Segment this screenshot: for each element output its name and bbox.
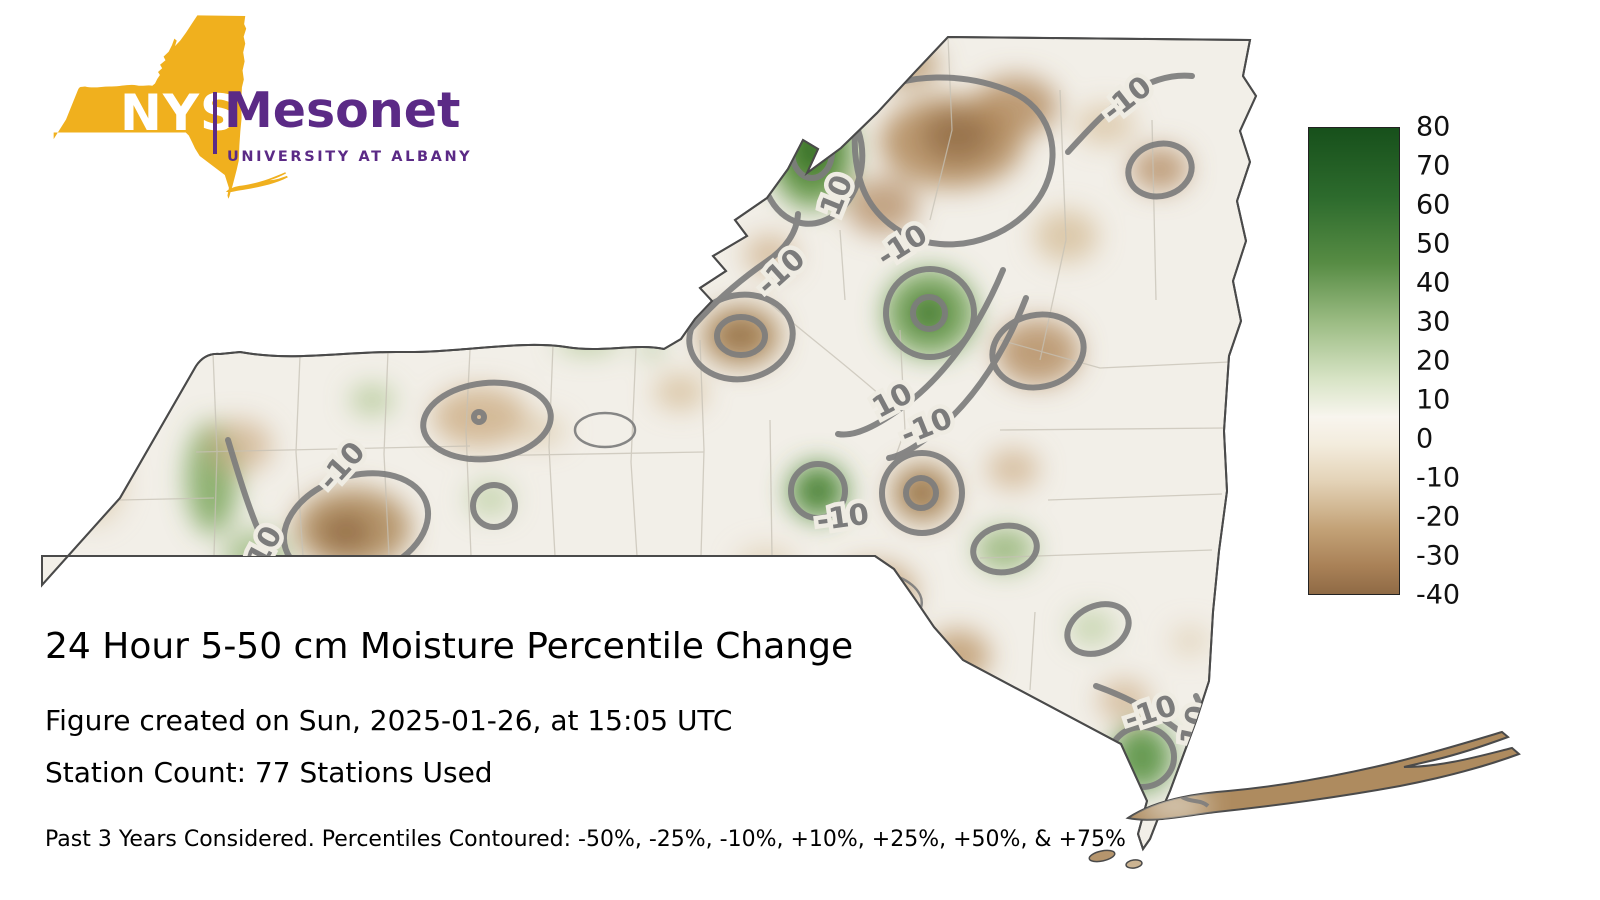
- contour-label: 10: [1173, 702, 1215, 749]
- logo-university-text: UNIVERSITY AT ALBANY: [227, 149, 473, 165]
- island-shape: [1125, 859, 1143, 869]
- contour-label: -10: [814, 497, 871, 538]
- figure-footnote: Past 3 Years Considered. Percentiles Con…: [45, 827, 1126, 852]
- colorbar-tick: 10: [1416, 384, 1451, 416]
- station-count-line: Station Count: 77 Stations Used: [45, 756, 493, 789]
- colorbar-tick: -10: [1416, 462, 1461, 494]
- colorbar-tick: 70: [1416, 150, 1451, 182]
- county-borders: [119, 37, 1230, 691]
- figure-title: 24 Hour 5-50 cm Moisture Percentile Chan…: [45, 626, 854, 667]
- colorbar-tick: 20: [1416, 345, 1451, 377]
- logo-nys-text: NYS: [120, 84, 238, 142]
- nys-mesonet-logo: NYS Mesonet UNIVERSITY AT ALBANY: [48, 8, 470, 228]
- colorbar-tick: 80: [1416, 111, 1451, 143]
- colorbar-tick: 0: [1416, 423, 1434, 455]
- colorbar-gradient: [1308, 127, 1400, 595]
- colorbar-tick: -20: [1416, 501, 1461, 533]
- logo-mesonet-text: Mesonet: [224, 82, 461, 139]
- colorbar-tick: 60: [1416, 189, 1451, 221]
- colorbar-tick: 40: [1416, 267, 1451, 299]
- colorbar-tick: -30: [1416, 540, 1461, 572]
- contour-lines: [225, 72, 1208, 790]
- colorbar-tick: -40: [1416, 579, 1461, 611]
- figure-created-line: Figure created on Sun, 2025-01-26, at 15…: [45, 704, 733, 737]
- logo-divider: [213, 92, 217, 154]
- colorbar-tick: 30: [1416, 306, 1451, 338]
- island-shape: [1088, 849, 1116, 863]
- colorbar-tick: 50: [1416, 228, 1451, 260]
- colorbar: 80 70 60 50 40 30 20 10 0 -10 -20 -30 -4…: [1308, 112, 1528, 611]
